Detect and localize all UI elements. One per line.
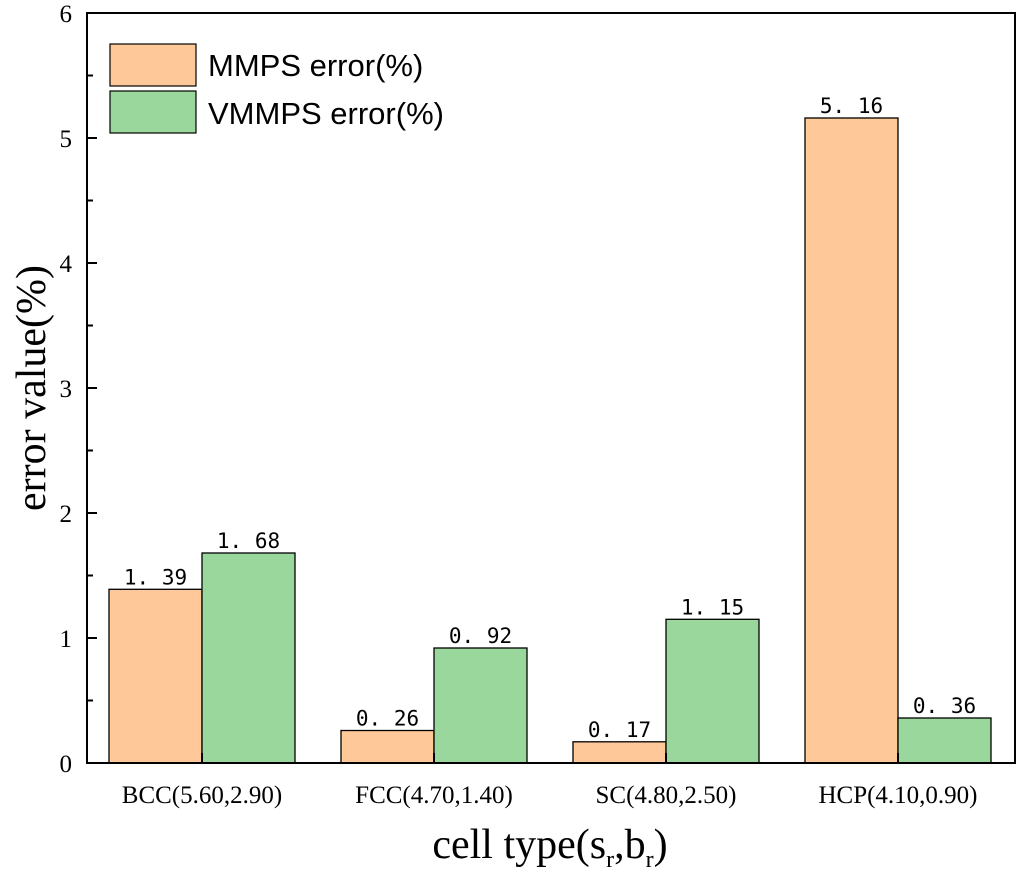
data-label-series0-cat2: 0. 17 [588, 718, 651, 742]
bar-series1-cat0 [201, 552, 296, 764]
legend-label-vmmps: VMMPS error(%) [208, 96, 444, 131]
x-tick-label-0: BCC(5.60,2.90) [122, 782, 282, 809]
x-axis-label-main: cell type(s [432, 822, 606, 868]
bar-series0-cat0 [108, 588, 203, 764]
y-tick-label-6: 6 [60, 1, 73, 28]
bar-series1-cat1 [433, 647, 528, 764]
data-label-series0-cat3: 5. 16 [820, 94, 883, 118]
y-tick-label-1: 1 [60, 626, 73, 653]
legend-label-mmps: MMPS error(%) [208, 48, 423, 83]
y-tick-label-0: 0 [60, 751, 73, 778]
legend-swatch-mmps [109, 43, 197, 87]
bars-group [108, 117, 992, 764]
x-axis-label-sub1: r [606, 847, 614, 869]
y-axis-ticks: 0 1 2 3 4 5 6 [60, 1, 97, 778]
x-axis-label-end: ) [654, 822, 668, 868]
data-label-series0-cat0: 1. 39 [124, 565, 187, 589]
y-tick-label-3: 3 [60, 376, 73, 403]
x-tick-label-3: HCP(4.10,0.90) [818, 782, 977, 809]
data-label-series1-cat3: 0. 36 [913, 694, 976, 718]
x-axis-ticks: BCC(5.60,2.90) FCC(4.70,1.40) SC(4.80,2.50… [122, 753, 978, 809]
data-labels-group: 1. 39 1. 68 0. 26 0. 92 0. 17 1. 15 5. 16 0. 36 [124, 94, 976, 742]
y-tick-label-2: 2 [60, 501, 73, 528]
bar-series0-cat2 [572, 741, 667, 764]
x-axis-label-sub2: r [646, 847, 654, 869]
y-axis-label: error value(%) [9, 265, 55, 511]
data-label-series1-cat0: 1. 68 [217, 529, 280, 553]
data-label-series1-cat1: 0. 92 [449, 624, 512, 648]
legend-swatch-vmmps [109, 90, 197, 134]
y-tick-label-4: 4 [60, 251, 73, 278]
bar-series1-cat3 [897, 717, 992, 764]
x-axis-label: cell type(sr,br) [432, 822, 667, 869]
x-tick-label-1: FCC(4.70,1.40) [355, 782, 513, 809]
y-tick-label-5: 5 [60, 126, 73, 153]
x-axis-label-mid: ,b [614, 822, 646, 868]
data-label-series1-cat2: 1. 15 [681, 595, 744, 619]
bar-series1-cat2 [665, 618, 760, 764]
bar-series0-cat3 [804, 117, 899, 764]
legend: MMPS error(%) VMMPS error(%) [109, 43, 444, 134]
bar-series0-cat1 [340, 729, 435, 764]
x-tick-label-2: SC(4.80,2.50) [596, 782, 737, 809]
data-label-series0-cat1: 0. 26 [356, 707, 419, 731]
